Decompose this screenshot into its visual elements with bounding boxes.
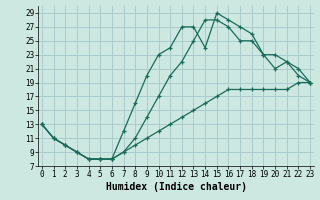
X-axis label: Humidex (Indice chaleur): Humidex (Indice chaleur) (106, 182, 246, 192)
